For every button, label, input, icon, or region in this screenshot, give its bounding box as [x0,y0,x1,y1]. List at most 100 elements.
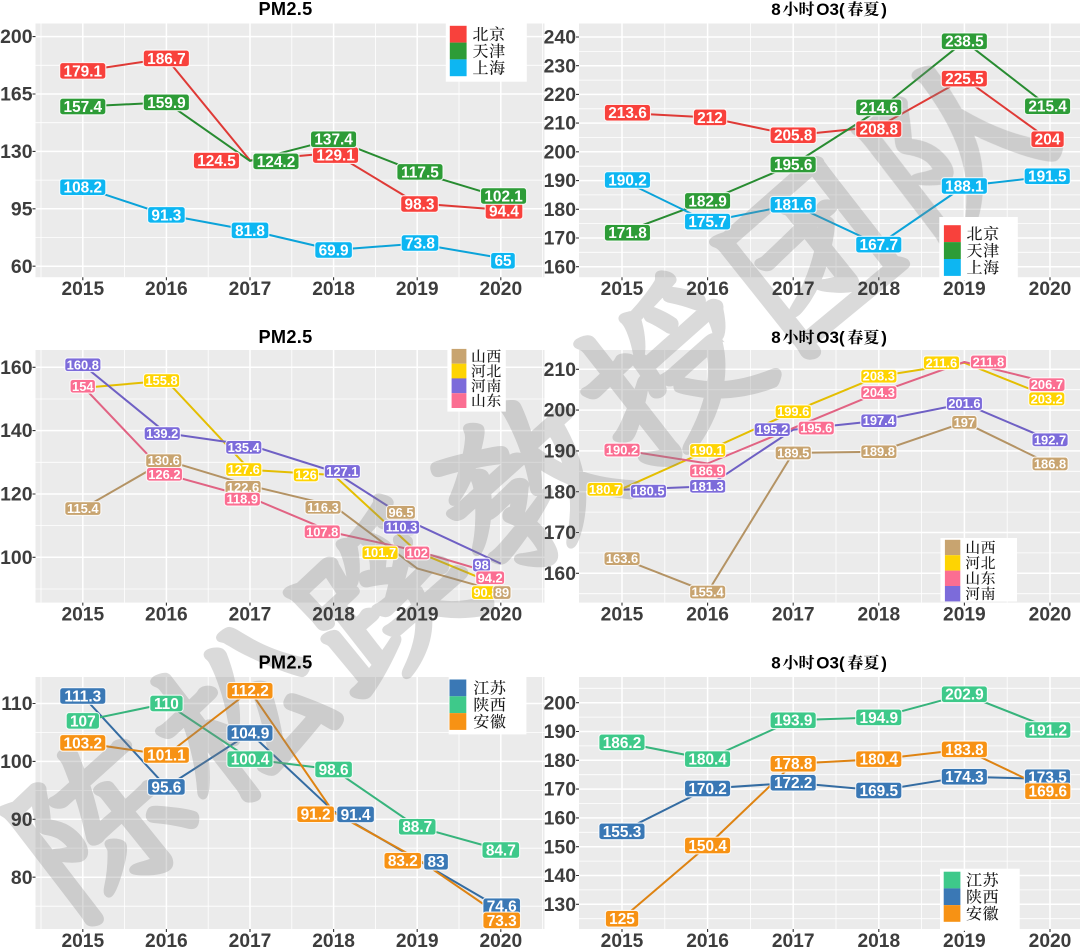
svg-text:157.4: 157.4 [64,99,103,116]
svg-text:159.9: 159.9 [147,95,186,112]
svg-text:69.9: 69.9 [319,242,349,259]
svg-text:PM2.5: PM2.5 [258,652,312,672]
svg-text:80: 80 [11,867,33,889]
svg-text:160: 160 [544,563,576,585]
svg-text:73.3: 73.3 [487,913,517,930]
svg-text:201.6: 201.6 [948,396,980,411]
svg-text:2020: 2020 [1029,605,1072,626]
svg-text:2017: 2017 [229,279,272,300]
svg-text:74.6: 74.6 [487,899,517,916]
svg-text:2015: 2015 [601,279,644,300]
svg-text:112.2: 112.2 [231,683,269,700]
svg-text:139.2: 139.2 [146,426,178,441]
svg-text:2017: 2017 [229,931,272,950]
svg-text:90: 90 [11,809,33,831]
svg-text:160.8: 160.8 [67,357,99,372]
svg-text:180.7: 180.7 [589,482,621,497]
svg-text:180: 180 [544,199,576,221]
svg-text:193.9: 193.9 [774,713,813,730]
svg-text:103.2: 103.2 [64,735,103,752]
svg-text:2020: 2020 [479,279,522,300]
svg-text:91.3: 91.3 [151,207,181,224]
svg-text:125: 125 [609,911,635,928]
svg-text:2019: 2019 [943,605,986,626]
svg-text:2017: 2017 [772,931,815,950]
svg-text:): ) [881,0,887,19]
svg-text:192.7: 192.7 [1034,432,1066,447]
svg-text:): ) [881,653,887,672]
svg-text:2015: 2015 [61,931,104,950]
svg-text:137.4: 137.4 [314,132,353,149]
svg-text:100: 100 [0,547,32,569]
svg-text:163.6: 163.6 [606,551,638,566]
svg-text:165: 165 [0,84,33,106]
svg-text:2016: 2016 [686,279,729,300]
svg-text:212: 212 [697,110,723,127]
svg-text:2016: 2016 [686,605,729,626]
svg-text:205.8: 205.8 [774,128,813,145]
svg-text:118.9: 118.9 [227,492,259,507]
svg-text:88.7: 88.7 [402,819,432,836]
svg-text:130: 130 [544,894,576,916]
svg-text:190: 190 [544,721,576,743]
svg-text:210: 210 [544,359,576,381]
svg-text:220: 220 [544,84,576,106]
svg-text:124.2: 124.2 [257,154,296,171]
svg-text:110: 110 [154,696,179,713]
svg-text:238.5: 238.5 [945,34,984,51]
svg-text:95: 95 [11,198,33,220]
svg-text:130: 130 [0,141,32,163]
svg-text:140: 140 [0,420,32,442]
svg-text:91.4: 91.4 [341,807,371,824]
svg-text:2018: 2018 [857,605,900,626]
svg-text:83: 83 [428,854,445,871]
svg-text:190.2: 190.2 [608,172,647,189]
svg-text:127.6: 127.6 [228,462,260,477]
svg-text:2018: 2018 [857,931,900,950]
svg-text:230: 230 [544,55,576,77]
svg-text:2016: 2016 [145,605,188,626]
svg-text:155.3: 155.3 [603,824,642,841]
svg-text:172.2: 172.2 [774,775,813,792]
svg-text:2015: 2015 [61,279,104,300]
svg-text:203.2: 203.2 [1031,391,1063,406]
svg-text:135.4: 135.4 [228,440,261,455]
svg-text:178.8: 178.8 [774,756,813,773]
svg-text:2017: 2017 [772,279,815,300]
svg-text:155.4: 155.4 [691,585,724,600]
svg-text:120: 120 [0,484,32,506]
svg-text:150: 150 [544,836,576,858]
svg-text:197: 197 [954,415,976,430]
svg-text:2019: 2019 [943,279,986,300]
svg-text:104.9: 104.9 [231,725,270,742]
svg-text:126: 126 [295,468,317,483]
svg-text:194.9: 194.9 [860,710,899,727]
svg-text:110.3: 110.3 [386,520,418,535]
svg-text:100.4: 100.4 [231,752,270,769]
svg-text:181.6: 181.6 [774,197,813,214]
svg-text:117.5: 117.5 [401,164,439,181]
svg-text:180.4: 180.4 [688,752,727,769]
svg-text:175.7: 175.7 [688,214,727,231]
svg-text:206.7: 206.7 [1031,377,1063,392]
svg-text:171.8: 171.8 [608,225,647,242]
svg-text:2016: 2016 [145,279,188,300]
svg-text:180: 180 [544,481,576,503]
svg-text:83.2: 83.2 [388,853,418,870]
svg-text:84.7: 84.7 [486,842,516,859]
svg-text:98.3: 98.3 [405,196,435,213]
svg-text:200: 200 [0,26,32,48]
svg-text:154: 154 [72,379,94,394]
svg-text:101.7: 101.7 [364,545,396,560]
svg-text:182.9: 182.9 [688,193,727,210]
svg-text:174.3: 174.3 [945,769,984,786]
svg-text:101.1: 101.1 [147,747,186,764]
svg-text:81.8: 81.8 [235,223,265,240]
svg-text:195.2: 195.2 [756,422,788,437]
svg-text:195.6: 195.6 [800,421,832,436]
svg-text:98.6: 98.6 [319,762,349,779]
svg-text:O3(: O3( [816,328,845,347]
svg-text:167.7: 167.7 [860,237,899,254]
svg-text:96.5: 96.5 [388,505,413,520]
svg-text:155.8: 155.8 [145,373,177,388]
